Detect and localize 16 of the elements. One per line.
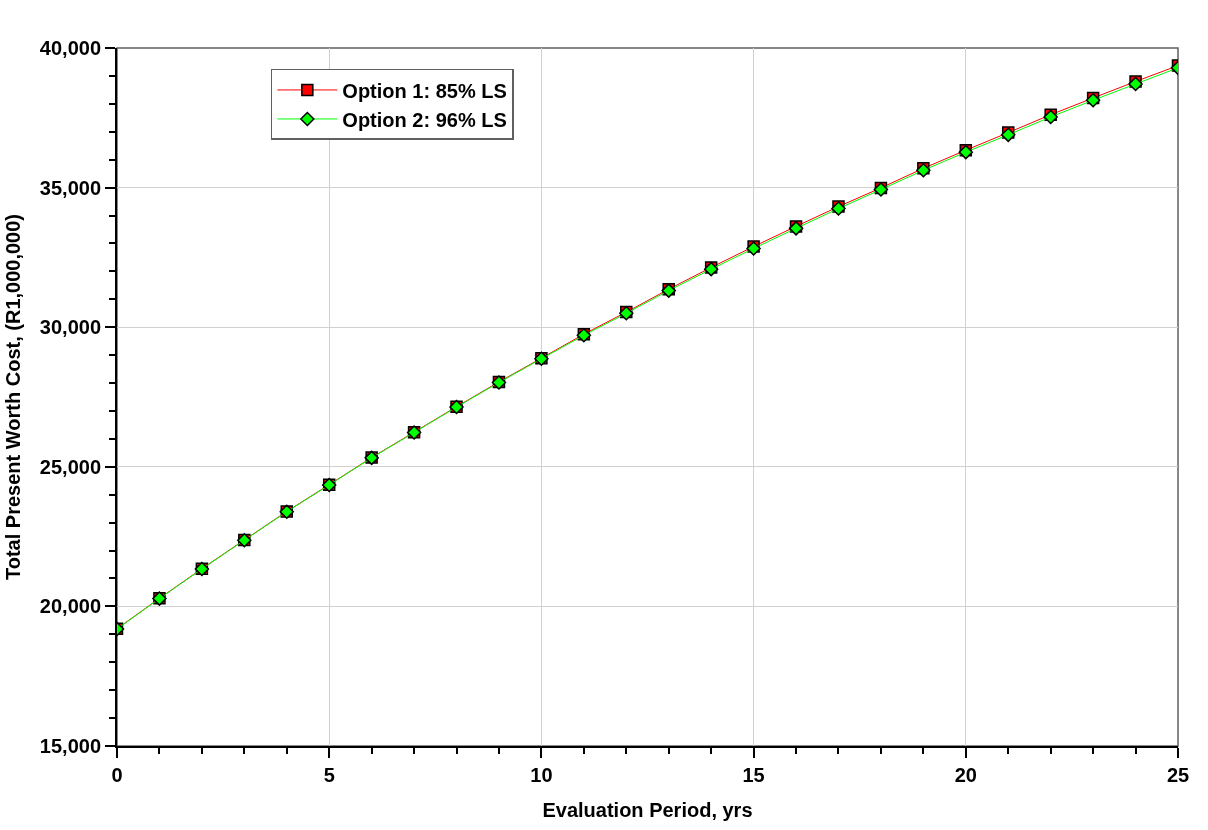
legend-label: Option 2: 96% LS bbox=[342, 108, 507, 131]
x-tick-label: 20 bbox=[954, 764, 977, 786]
x-tick-label: 0 bbox=[111, 764, 123, 786]
y-tick-label: 15,000 bbox=[39, 735, 101, 757]
x-tick-label: 5 bbox=[323, 764, 335, 786]
y-axis-title: Total Present Worth Cost, (R1,000,000) bbox=[1, 213, 24, 581]
x-tick-label: 25 bbox=[1166, 764, 1190, 786]
x-axis-title: Evaluation Period, yrs bbox=[542, 799, 753, 821]
y-tick-label: 40,000 bbox=[39, 37, 101, 59]
y-tick-label: 35,000 bbox=[39, 176, 101, 199]
y-tick-label: 25,000 bbox=[39, 455, 101, 478]
legend-label: Option 1: 85% LS bbox=[342, 79, 507, 102]
x-tick-label: 10 bbox=[530, 764, 553, 786]
y-tick-label: 30,000 bbox=[39, 316, 101, 339]
x-tick-label: 15 bbox=[742, 764, 765, 786]
y-tick-label: 20,000 bbox=[39, 595, 101, 618]
